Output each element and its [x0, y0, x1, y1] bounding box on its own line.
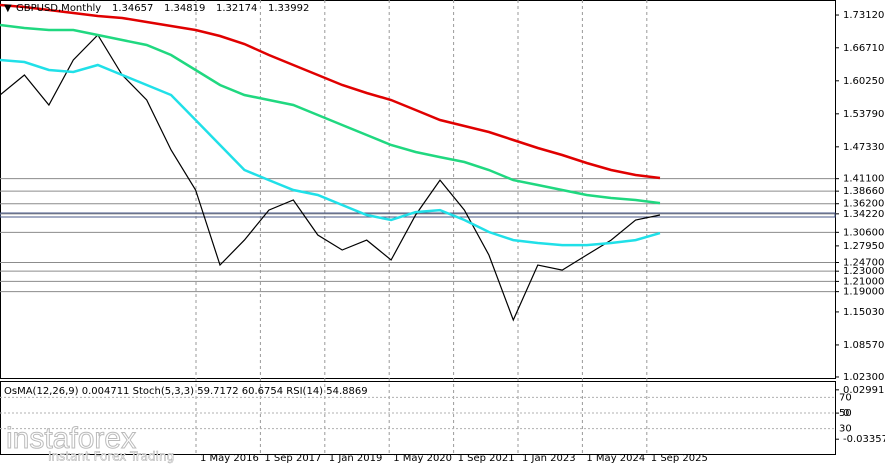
x-tick-label: 1 Sep 2025: [651, 453, 708, 464]
x-tick-label: 1 May 2024: [586, 453, 645, 464]
y-tick-label: 1.15030: [843, 307, 884, 318]
series-line: [0, 23, 661, 205]
y-tick-label: 1.47330: [843, 142, 884, 153]
y-tick-label: 1.23000: [843, 266, 884, 277]
x-tick-label: 1 Sep 2021: [458, 453, 515, 464]
y-tick-label: 1.19000: [843, 287, 884, 298]
header-close: 1.33992: [268, 3, 309, 14]
y-tick-label: 1.38660: [843, 186, 884, 197]
y-tick-label: 1.27950: [843, 241, 884, 252]
watermark-brand: instaforex: [6, 422, 136, 455]
header-open: 1.34657: [112, 3, 153, 14]
osc-frame: [0, 381, 836, 455]
series-line: [0, 3, 661, 180]
osc-tick-label: -0.033574: [843, 434, 885, 445]
header-arrow: ▼: [4, 3, 12, 14]
x-tick-label: 1 Jan 2023: [522, 453, 576, 464]
y-tick-label: 1.36200: [843, 199, 884, 210]
y-tick-label: 1.34220: [843, 209, 884, 220]
y-tick-label: 1.60250: [843, 76, 884, 87]
series-line: [0, 58, 661, 247]
header-symbol: GBPUSD,Monthly: [16, 3, 101, 14]
watermark-slogan: Instant Forex Trading: [48, 450, 174, 464]
y-tick-label: 1.21000: [843, 276, 884, 287]
y-tick-label: 1.73120: [843, 10, 884, 21]
y-tick-label: 1.66710: [843, 43, 884, 54]
main-frame: [0, 0, 836, 379]
x-tick-label: 1 May 2016: [200, 453, 259, 464]
y-tick-label: 1.30600: [843, 227, 884, 238]
header-low: 1.32174: [216, 3, 257, 14]
osc-tick-label: 0.0299161: [843, 385, 885, 396]
stoch-level-label: 70: [839, 392, 852, 403]
x-tick-label: 1 Sep 2017: [264, 453, 321, 464]
series-line: [0, 34, 661, 322]
osc-tick-label: 0: [843, 408, 849, 419]
y-tick-label: 1.02300: [843, 372, 884, 383]
stoch-level-label: 30: [839, 424, 852, 435]
y-tick-label: 1.24700: [843, 257, 884, 268]
y-tick-label: 1.41100: [843, 174, 884, 185]
x-tick-label: 1 Jan 2019: [329, 453, 383, 464]
header-high: 1.34819: [164, 3, 205, 14]
x-tick-label: 1 May 2020: [393, 453, 452, 464]
stoch-level-label: 50: [839, 408, 852, 419]
y-tick-label: 1.53790: [843, 109, 884, 120]
osc-title: OsMA(12,26,9) 0.004711 Stoch(5,3,3) 59.7…: [4, 386, 368, 397]
y-tick-label: 1.08570: [843, 340, 884, 351]
